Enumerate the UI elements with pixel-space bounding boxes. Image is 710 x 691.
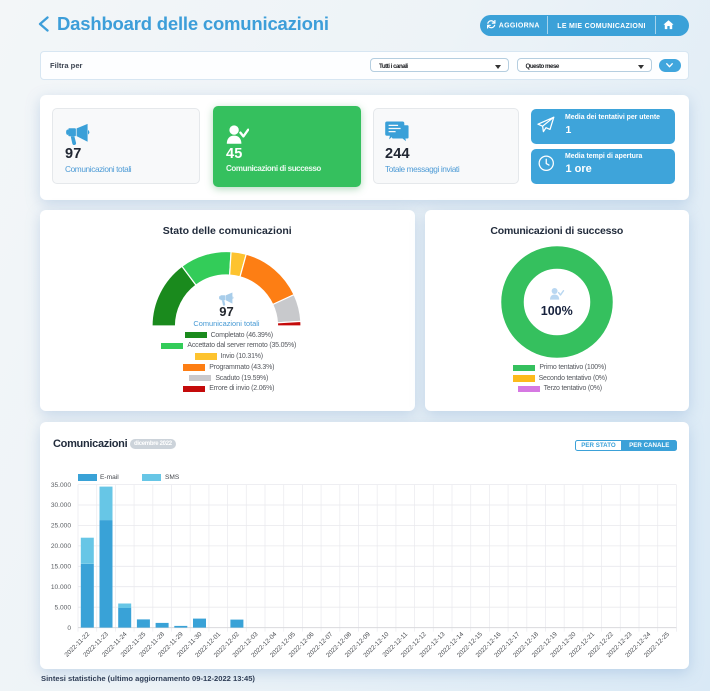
svg-text:30.000: 30.000 [51,502,72,509]
svg-text:25.000: 25.000 [51,523,72,530]
svg-text:5.000: 5.000 [54,604,71,611]
svg-text:20.000: 20.000 [51,543,72,550]
svg-text:10.000: 10.000 [51,584,72,591]
svg-text:0: 0 [67,625,71,632]
svg-text:15.000: 15.000 [51,564,72,571]
svg-text:35.000: 35.000 [51,482,72,489]
